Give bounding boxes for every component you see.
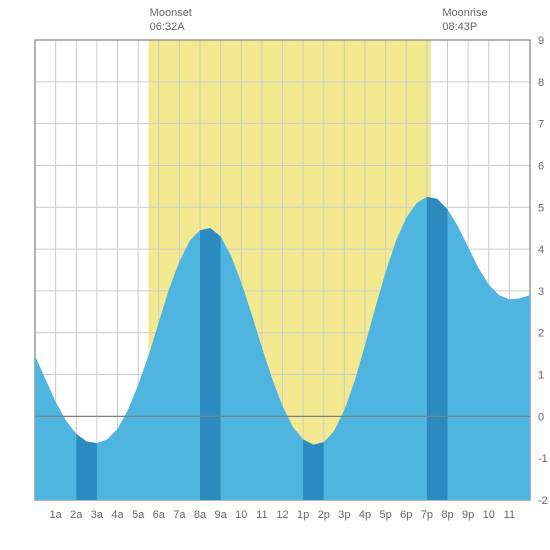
y-tick-label: 8 <box>538 77 544 89</box>
x-tick-label: 11 <box>256 509 267 521</box>
x-tick-label: 2p <box>318 509 330 521</box>
x-tick-label: 9p <box>462 509 474 521</box>
x-tick-label: 7p <box>421 509 433 521</box>
x-tick-label: 3a <box>91 509 104 521</box>
x-tick-label: 11 <box>504 509 515 521</box>
x-tick-label: 1a <box>50 509 63 521</box>
x-tick-label: 5p <box>380 509 392 521</box>
x-tick-label: 4p <box>359 509 371 521</box>
x-tick-label: 5a <box>132 509 145 521</box>
y-tick-label: 1 <box>538 370 544 382</box>
y-tick-label: 4 <box>538 244 544 256</box>
tide-area-dark <box>303 439 324 500</box>
y-tick-label: 3 <box>538 286 544 298</box>
y-tick-label: 6 <box>538 160 544 172</box>
x-tick-label: 6p <box>400 509 412 521</box>
x-tick-label: 3p <box>338 509 350 521</box>
y-tick-label: 7 <box>538 119 544 131</box>
tide-area-dark <box>200 228 221 500</box>
x-tick-label: 1p <box>297 509 309 521</box>
moonrise-title: Moonrise <box>442 6 550 20</box>
tide-chart: Moonset 06:32A Moonrise 08:43P -2-101234… <box>0 0 550 550</box>
moonset-title: Moonset <box>150 6 192 20</box>
tide-area-dark <box>76 434 97 500</box>
y-tick-label: 9 <box>538 35 544 47</box>
x-tick-label: 10 <box>235 509 247 521</box>
y-tick-label: 0 <box>538 411 544 423</box>
y-tick-label: -2 <box>538 495 548 507</box>
y-tick-label: -1 <box>538 453 548 465</box>
x-tick-label: 8p <box>441 509 453 521</box>
moonset-label: Moonset 06:32A <box>150 6 192 35</box>
y-tick-label: 5 <box>538 202 544 214</box>
x-tick-label: 2a <box>70 509 83 521</box>
tide-area-dark <box>427 197 448 500</box>
x-tick-label: 6a <box>153 509 166 521</box>
chart-svg: -2-101234567891a2a3a4a5a6a7a8a9a1011121p… <box>0 0 550 550</box>
x-tick-label: 4a <box>111 509 124 521</box>
x-tick-label: 12 <box>276 509 288 521</box>
moonset-time: 06:32A <box>150 20 192 34</box>
moonrise-time: 08:43P <box>442 20 550 34</box>
x-tick-label: 9a <box>215 509 228 521</box>
x-tick-label: 10 <box>483 509 495 521</box>
y-tick-label: 2 <box>538 328 544 340</box>
moonrise-label: Moonrise 08:43P <box>442 6 550 35</box>
x-tick-label: 7a <box>173 509 186 521</box>
x-tick-label: 8a <box>194 509 207 521</box>
